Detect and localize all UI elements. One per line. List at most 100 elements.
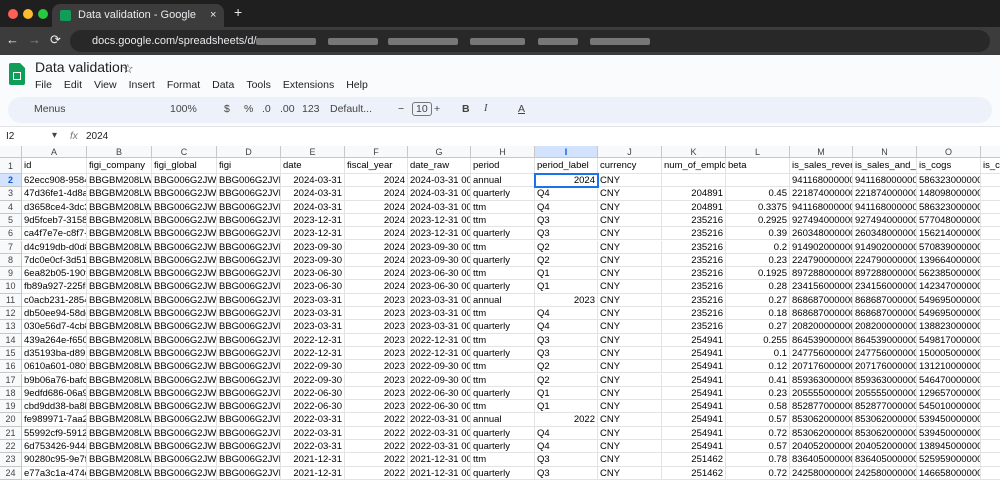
cell[interactable]: 224790000000 (790, 253, 853, 268)
cell[interactable]: CNY (598, 413, 662, 427)
toolbar-bold[interactable]: B (462, 103, 470, 115)
cell[interactable]: 129 (981, 387, 1000, 401)
cell[interactable]: 254941 (662, 426, 726, 440)
cell[interactable]: 914902000000 (790, 240, 853, 254)
cell[interactable]: ttm (471, 400, 535, 414)
cell[interactable]: 0.57 (726, 440, 790, 454)
cell[interactable]: CNY (598, 240, 662, 254)
cell[interactable]: quarterly (471, 346, 535, 361)
cell[interactable]: 247756000000 (853, 346, 917, 361)
cell[interactable]: Q4 (535, 320, 598, 334)
cell[interactable]: 235216 (662, 280, 726, 294)
cell[interactable]: 2023-09-30 (281, 253, 345, 268)
cell[interactable]: d4c919db-d0d8- (22, 240, 87, 254)
cell[interactable]: 549 (981, 307, 1000, 321)
cell[interactable]: 2022-12-31 (281, 346, 345, 361)
cell[interactable]: BBG006G2JVL2 (217, 440, 281, 454)
cell[interactable]: CNY (598, 453, 662, 467)
row-header[interactable]: 13 (0, 320, 22, 334)
row-header[interactable]: 15 (0, 346, 22, 361)
toolbar-text-color[interactable]: A (518, 103, 526, 115)
cell[interactable]: 0610a601-080f- (22, 360, 87, 374)
column-header[interactable]: G (408, 146, 471, 158)
cell[interactable]: 2022-06-30 (281, 386, 345, 401)
cell[interactable]: BBGBM208LWD (87, 466, 152, 480)
cell[interactable]: 539 (981, 413, 1000, 427)
cell[interactable]: BBG006G2JWB (152, 333, 217, 347)
cell[interactable]: 2022-09-30 (281, 373, 345, 387)
cell[interactable]: 235216 (662, 267, 726, 281)
cell[interactable]: CNY (598, 227, 662, 241)
cell[interactable]: 549 (981, 334, 1000, 347)
cell[interactable]: 2022 (345, 440, 408, 454)
cell[interactable]: 0.27 (726, 320, 790, 334)
cell[interactable]: 864539000000 (853, 333, 917, 347)
cell[interactable]: 251462 (662, 453, 726, 467)
cell[interactable]: currency (598, 158, 662, 174)
cell[interactable]: ttm (471, 213, 535, 228)
cell[interactable]: BBG006G2JWB (152, 466, 217, 480)
cell[interactable]: 868687000000 (853, 293, 917, 307)
cell[interactable]: 2022 (345, 426, 408, 440)
cell[interactable]: Q2 (535, 253, 598, 268)
cell[interactable]: period_label (535, 158, 598, 174)
cell[interactable]: 150005000000 (917, 346, 981, 361)
cell[interactable]: BBGBM208LWD (87, 200, 152, 214)
cell[interactable]: BBG006G2JWB (152, 320, 217, 334)
row-header[interactable]: 9 (0, 267, 22, 281)
cell[interactable]: 254941 (662, 333, 726, 347)
cell[interactable]: 570 (981, 241, 1000, 254)
cell[interactable]: 2021-12-31 00:0 (408, 466, 471, 480)
cell[interactable]: ttm (471, 200, 535, 214)
cell[interactable]: BBGBM208LWD (87, 293, 152, 307)
cell[interactable]: 2023-06-30 (281, 280, 345, 294)
cell[interactable]: BBG006G2JVL2 (217, 346, 281, 361)
cell[interactable]: BBGBM208LWD (87, 253, 152, 268)
cell[interactable]: 2023 (345, 346, 408, 361)
cell[interactable]: quarterly (471, 466, 535, 480)
cell[interactable]: 836405000000 (853, 453, 917, 467)
cell[interactable]: 914902000000 (853, 240, 917, 254)
cell[interactable]: 2022-03-31 00:0 (408, 426, 471, 440)
menu-item[interactable]: Help (346, 79, 368, 91)
cell[interactable]: 131 (981, 360, 1000, 374)
cell[interactable]: BBG006G2JVL2 (217, 293, 281, 307)
cell[interactable]: 859363000000 (853, 373, 917, 387)
cell[interactable]: Q2 (535, 373, 598, 387)
cell[interactable]: BBGBM208LWD (87, 227, 152, 241)
cell[interactable]: BBGBM208LWD (87, 426, 152, 440)
cell[interactable]: 2022-12-31 00:0 (408, 346, 471, 361)
cell[interactable]: 146658000000 (917, 466, 981, 480)
cell[interactable]: quarterly (471, 386, 535, 401)
cell[interactable]: quarterly (471, 253, 535, 268)
cell[interactable]: BBG006G2JVL2 (217, 373, 281, 387)
cell[interactable]: BBGBM208LWD (87, 373, 152, 387)
cell[interactable]: BBG006G2JWB (152, 227, 217, 241)
cell[interactable]: BBG006G2JWB (152, 373, 217, 387)
empty-cell[interactable] (662, 174, 726, 188)
cell[interactable]: BBGBM208LWD (87, 174, 152, 188)
cell[interactable]: 146 (981, 467, 1000, 480)
cell[interactable]: 549 (981, 294, 1000, 307)
cell[interactable]: 131210000000 (917, 360, 981, 374)
cell[interactable]: 2023-03-31 00:0 (408, 307, 471, 321)
cell[interactable]: 586323000000 (917, 174, 981, 188)
cell[interactable]: 2023-12-31 00:0 (408, 213, 471, 228)
cell[interactable]: Q4 (535, 426, 598, 440)
cell[interactable]: ttm (471, 360, 535, 374)
cell[interactable]: 539450000000 (917, 413, 981, 427)
cell[interactable]: 90280c95-9e7f- (22, 453, 87, 467)
cell[interactable]: 0.1925 (726, 267, 790, 281)
toolbar-font-size[interactable]: 10 (412, 102, 432, 116)
cell[interactable]: Q1 (535, 267, 598, 281)
cell[interactable]: BBG006G2JVL2 (217, 400, 281, 414)
column-header[interactable]: C (152, 146, 217, 158)
column-header[interactable]: O (917, 146, 981, 158)
empty-cell[interactable] (726, 174, 790, 188)
cell[interactable]: 2022 (345, 466, 408, 480)
cell[interactable]: 254941 (662, 373, 726, 387)
cell[interactable]: 941168000000 (790, 200, 853, 214)
cell[interactable]: BBGBM208LWD (87, 360, 152, 374)
column-header[interactable]: K (662, 146, 726, 158)
cell[interactable]: BBG006G2JWB (152, 426, 217, 440)
